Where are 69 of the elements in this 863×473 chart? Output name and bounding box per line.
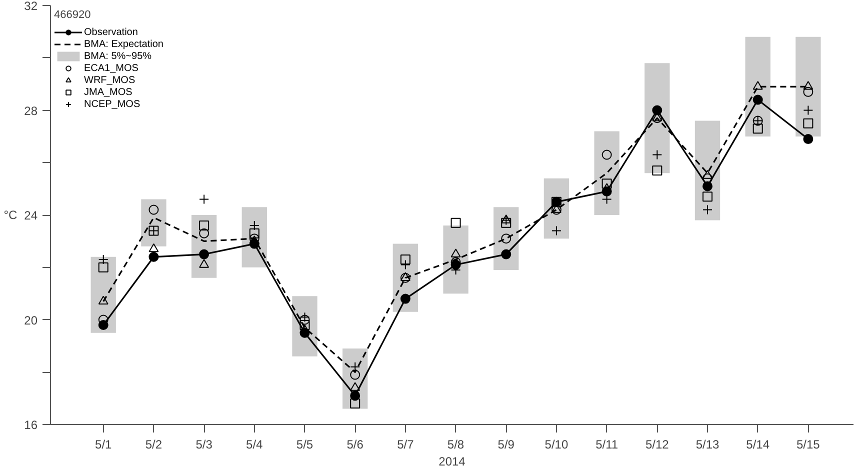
legend-label: ECA1_MOS [84, 62, 138, 74]
point [450, 248, 461, 258]
x-tick-label: 5/11 [596, 438, 618, 452]
legend-label: JMA_MOS [84, 86, 132, 98]
point [702, 181, 712, 192]
point [501, 249, 512, 260]
legend-label: WRF_MOS [84, 74, 136, 86]
point [803, 86, 814, 97]
bar [796, 36, 821, 136]
y-tick-label: 16 [24, 418, 38, 432]
x-tick-label: 5/5 [296, 438, 314, 452]
x-tick-label: 5/15 [796, 438, 820, 452]
point [350, 382, 360, 391]
x-tick-label: 5/12 [645, 438, 670, 452]
point [199, 228, 210, 238]
y-tick-label: 28 [24, 104, 38, 118]
bar [694, 120, 720, 220]
point [602, 178, 612, 189]
legend-label: Observation [84, 26, 138, 38]
legend-label: NCEP_MOS [84, 98, 140, 110]
x-tick-label: 5/1 [95, 438, 112, 452]
point [702, 192, 712, 202]
point [400, 254, 410, 265]
point [148, 252, 159, 262]
bar [644, 63, 670, 174]
point [602, 183, 612, 192]
point [501, 234, 512, 244]
point [752, 124, 763, 134]
point [803, 80, 814, 90]
point [350, 398, 360, 409]
point [148, 243, 159, 252]
point [199, 249, 210, 260]
point [501, 218, 512, 228]
point [752, 94, 763, 105]
point [249, 228, 260, 238]
point [148, 204, 159, 215]
y-tick-label: 32 [24, 0, 38, 13]
point [450, 218, 461, 228]
point [400, 294, 410, 304]
x-tick-label: 5/4 [246, 438, 264, 452]
y-axis-title: °C [4, 208, 18, 222]
y-tick-label: 24 [24, 208, 38, 222]
x-tick-label: 5/2 [145, 438, 162, 452]
x-tick-label: 5/7 [397, 438, 414, 452]
legend-title: 466920 [54, 9, 92, 21]
point [300, 320, 310, 330]
point [652, 165, 662, 176]
point [350, 370, 360, 380]
point [98, 296, 108, 305]
x-tick-label: 5/13 [696, 438, 720, 452]
x-tick-label: 5/14 [746, 438, 770, 452]
point [199, 220, 210, 230]
point [803, 118, 814, 128]
x-tick-label: 5/3 [196, 438, 213, 452]
x-tick-label: 5/10 [544, 438, 568, 452]
point [752, 80, 763, 90]
point [199, 259, 210, 268]
point [702, 170, 712, 179]
x-tick-label: 5/8 [447, 438, 464, 452]
point [803, 134, 814, 144]
point [300, 314, 310, 325]
legend-label: BMA: 5%~95% [84, 50, 152, 62]
y-tick-label: 20 [24, 313, 38, 328]
x-tick-label: 5/9 [498, 438, 515, 452]
x-tick-label: 5/6 [346, 438, 364, 452]
legend-label: BMA: Expectation [84, 38, 164, 50]
x-axis-title: 2014 [438, 454, 466, 468]
point [98, 262, 108, 272]
point [602, 150, 612, 160]
